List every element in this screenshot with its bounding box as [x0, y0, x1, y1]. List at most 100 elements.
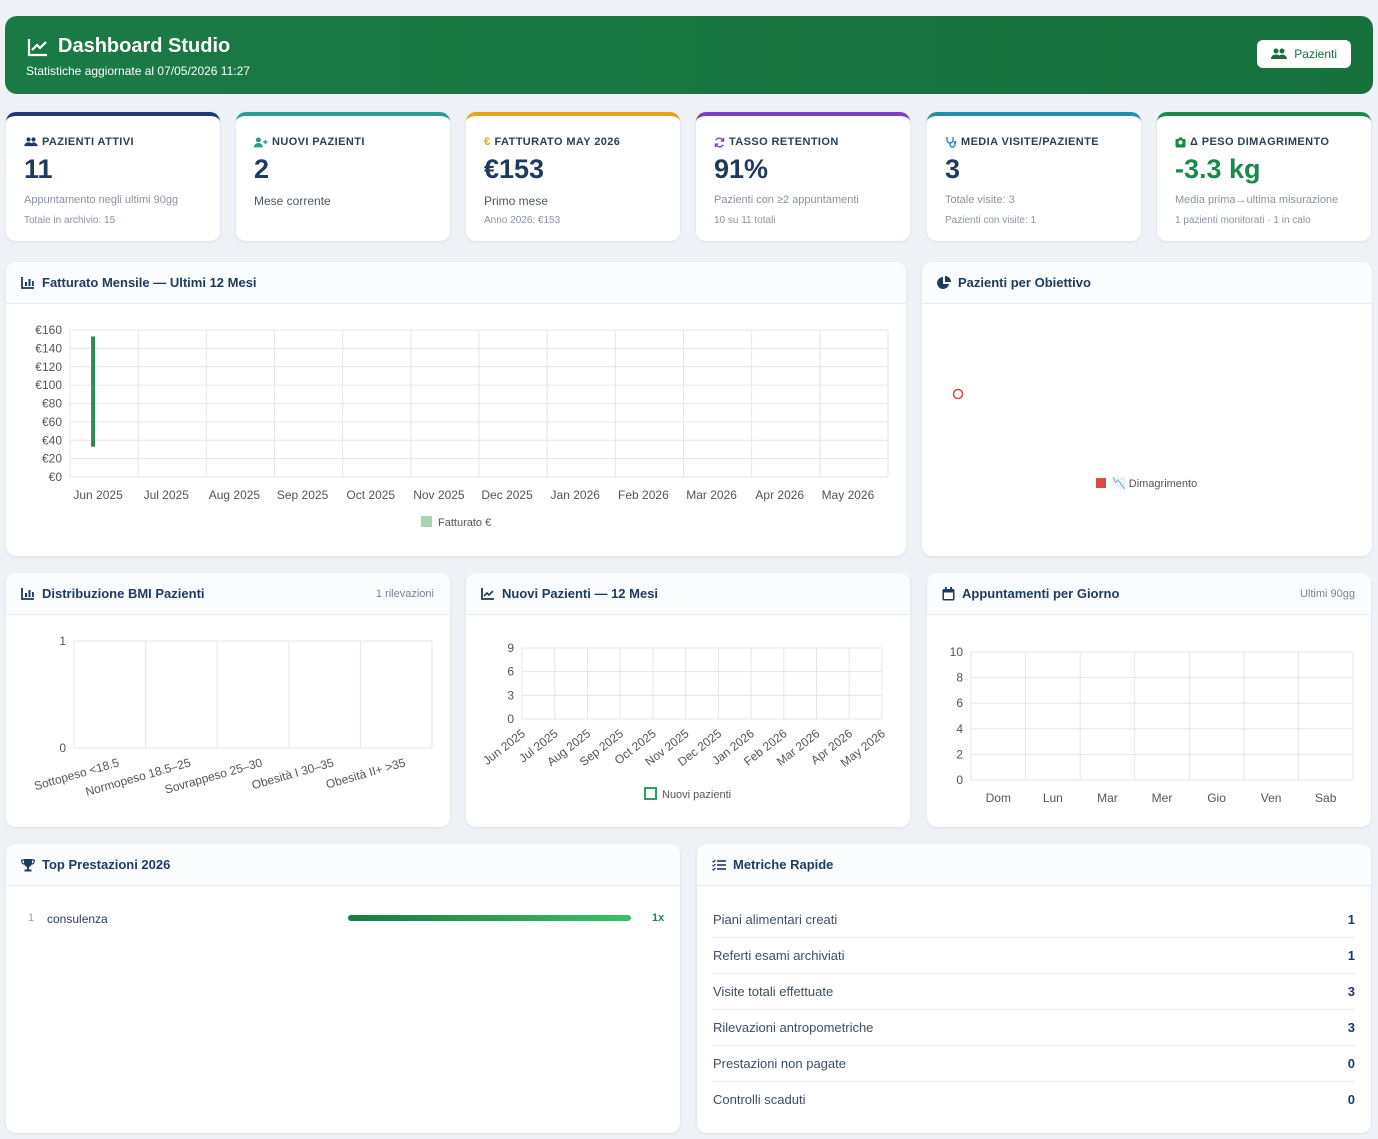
page-title: Dashboard Studio: [27, 35, 230, 58]
bmi-panel: Distribuzione BMI Pazienti 1 rilevazioni…: [6, 573, 450, 827]
appointments-chart: 0 2 4 6 8 10 Dom Lun Mar Mer Gio Ven Sab: [950, 645, 1354, 805]
top-services-panel-title: Top Prestazioni 2026: [42, 857, 171, 872]
kpi-value: €153: [484, 154, 545, 184]
kpi-subtext-secondary: Totale in archivio: 15: [24, 215, 116, 226]
appointments-x-tick: Mar: [1097, 791, 1118, 805]
list-check-icon: [712, 859, 726, 871]
bmi-grid: [73, 640, 433, 749]
revenue-bar: [91, 336, 96, 447]
revenue-y-tick: €0: [49, 470, 63, 484]
page-title-text: Dashboard Studio: [58, 35, 231, 57]
metric-row: Referti esami archiviati 1: [713, 938, 1355, 974]
metric-label: Referti esami archiviati: [713, 948, 845, 963]
goals-panel: Pazienti per Obiettivo 📉 Dimagrimento: [922, 262, 1372, 556]
appointments-x-tick: Sab: [1315, 791, 1337, 805]
appointments-y-tick: 8: [956, 671, 963, 685]
appointments-grid: [970, 651, 1354, 781]
goals-legend-label: 📉 Dimagrimento: [1112, 477, 1197, 490]
revenue-panel: Fatturato Mensile — Ultimi 12 Mesi €0 €20…: [6, 262, 906, 556]
stethoscope-icon: [945, 136, 957, 148]
new-patients-y-tick: 6: [507, 665, 514, 679]
revenue-panel-title: Fatturato Mensile — Ultimi 12 Mesi: [42, 275, 257, 290]
metric-label: Piani alimentari creati: [713, 912, 838, 927]
bmi-panel-header: Distribuzione BMI Pazienti 1 rilevazioni: [6, 573, 450, 615]
refresh-icon: [714, 136, 725, 148]
kpi-card: MEDIA VISITE/PAZIENTE 3 Totale visite: 3…: [927, 112, 1141, 241]
kpi-label: TASSO RETENTION: [714, 136, 839, 148]
bmi-y-tick: 0: [59, 741, 66, 755]
metric-value: 0: [1347, 1056, 1355, 1071]
kpi-value: 11: [24, 154, 53, 184]
top-service-rank: 1: [28, 912, 35, 924]
revenue-y-tick: €120: [35, 360, 62, 374]
kpi-subtext: Primo mese: [484, 194, 549, 208]
metric-label: Rilevazioni antropometriche: [713, 1020, 874, 1035]
appointments-y-tick: 2: [956, 747, 963, 761]
revenue-x-tick: May 2026: [822, 488, 875, 502]
kpi-subtext-secondary: Anno 2026: €153: [484, 215, 561, 226]
patients-button-label: Pazienti: [1294, 47, 1337, 61]
top-service-name: consulenza: [47, 912, 108, 926]
kpi-label: NUOVI PAZIENTI: [254, 136, 365, 148]
appointments-x-tick: Ven: [1261, 791, 1282, 805]
calendar-icon: [942, 586, 955, 600]
bmi-y-tick: 1: [59, 634, 66, 648]
trophy-icon: [21, 858, 35, 871]
bar-chart-icon: [21, 277, 34, 289]
revenue-x-tick: Jul 2025: [144, 488, 190, 502]
kpi-label-text: MEDIA VISITE/PAZIENTE: [961, 136, 1099, 148]
goals-pie-slice: [952, 388, 964, 400]
revenue-x-tick: Jun 2025: [73, 488, 123, 502]
new-patients-legend-label: Nuovi pazienti: [662, 789, 731, 801]
revenue-x-tick: Dec 2025: [481, 488, 533, 502]
revenue-x-tick: Feb 2026: [618, 488, 669, 502]
kpi-label-text: Δ PESO DIMAGRIMENTO: [1190, 136, 1330, 148]
kpi-value: 91%: [714, 154, 769, 184]
goals-panel-title: Pazienti per Obiettivo: [958, 275, 1091, 290]
metric-value: 0: [1347, 1092, 1355, 1107]
top-service-count: 1x: [652, 912, 665, 924]
revenue-chart: €0 €20 €40 €60 €80 €100 €120 €140 €160 Jun 2025 Ju…: [35, 323, 889, 529]
goals-panel-header: Pazienti per Obiettivo: [922, 262, 1372, 304]
goals-legend-swatch: [1096, 478, 1106, 488]
top-service-row: 1 consulenza 1x: [6, 906, 680, 930]
chart-line-icon: [481, 588, 494, 600]
kpi-subtext-secondary: 10 su 11 totali: [714, 215, 776, 226]
appointments-x-tick: Dom: [986, 791, 1011, 805]
revenue-x-tick: Apr 2026: [755, 488, 804, 502]
revenue-y-tick: €60: [42, 415, 62, 429]
users-icon: [24, 137, 38, 147]
kpi-subtext: Mese corrente: [254, 194, 331, 208]
user-plus-icon: [254, 136, 268, 148]
kpi-card: NUOVI PAZIENTI 2 Mese corrente: [236, 112, 450, 241]
metric-value: 3: [1347, 984, 1355, 999]
euro-icon: €: [484, 136, 491, 148]
new-patients-legend-swatch: [644, 787, 657, 800]
revenue-x-tick: Nov 2025: [413, 488, 465, 502]
bmi-x-tick: Obesità II+ >35: [324, 755, 407, 791]
kpi-label: PAZIENTI ATTIVI: [24, 136, 134, 148]
bmi-panel-title: Distribuzione BMI Pazienti: [42, 586, 205, 601]
kpi-subtext: Pazienti con ≥2 appuntamenti: [714, 194, 859, 206]
patients-button[interactable]: Pazienti: [1257, 40, 1351, 68]
revenue-x-tick: Sep 2025: [277, 488, 329, 502]
metric-value: 1: [1347, 912, 1355, 927]
kpi-value: 3: [945, 154, 961, 184]
kpi-label-text: PAZIENTI ATTIVI: [42, 136, 134, 148]
revenue-grid: [69, 329, 889, 478]
bmi-count-label: 1 rilevazioni: [375, 588, 434, 600]
kpi-label: Δ PESO DIMAGRIMENTO: [1175, 136, 1329, 148]
quick-metrics-panel-title: Metriche Rapide: [733, 857, 834, 872]
revenue-y-tick: €20: [42, 452, 62, 466]
metric-value: 3: [1347, 1020, 1355, 1035]
appointments-y-tick: 4: [956, 722, 963, 736]
top-services-panel-header: Top Prestazioni 2026: [6, 844, 680, 886]
bar-chart-icon: [21, 588, 34, 600]
kpi-subtext: Media prima→ultima misurazione: [1175, 194, 1339, 206]
appointments-y-tick: 6: [956, 696, 963, 710]
top-services-panel: Top Prestazioni 2026 1 consulenza 1x: [6, 844, 680, 1133]
appointments-panel: Appuntamenti per Giorno Ultimi 90gg 0 2 4 6…: [927, 573, 1371, 827]
revenue-x-tick: Mar 2026: [686, 488, 737, 502]
kpi-value: -3.3 kg: [1175, 154, 1261, 184]
